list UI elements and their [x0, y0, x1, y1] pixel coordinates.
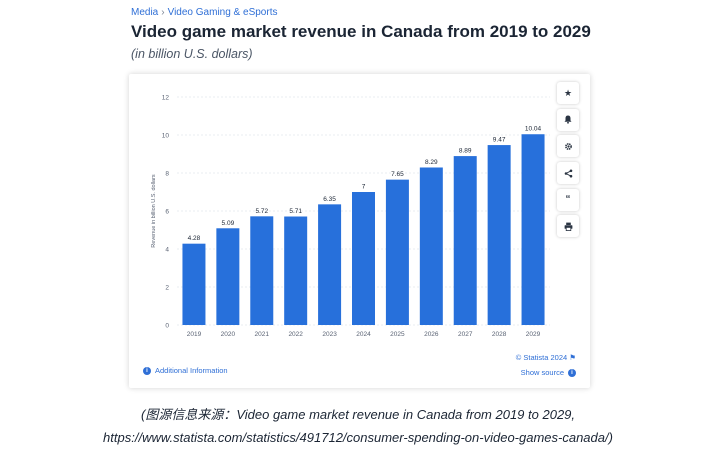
print-icon[interactable] — [557, 215, 579, 238]
quote-icon[interactable]: “ — [557, 188, 579, 211]
additional-information-label: Additional Information — [155, 366, 228, 375]
breadcrumb-parent-link[interactable]: Media — [131, 7, 159, 18]
image-caption-line-2: https://www.statista.com/statistics/4917… — [103, 430, 613, 445]
bar-value-label: 7 — [362, 184, 366, 191]
x-tick-label: 2026 — [424, 331, 439, 338]
bar — [352, 192, 375, 325]
y-tick-label: 0 — [165, 323, 169, 330]
bar-value-label: 5.71 — [289, 208, 302, 215]
bar — [487, 145, 511, 325]
bar — [182, 243, 206, 325]
y-tick-label: 8 — [165, 171, 169, 178]
bar — [521, 134, 545, 325]
x-tick-label: 2028 — [492, 331, 507, 338]
bar-value-label: 9.47 — [493, 137, 506, 144]
bar-value-label: 4.28 — [188, 235, 201, 242]
x-tick-label: 2024 — [356, 331, 371, 338]
bar-value-label: 10.04 — [525, 126, 542, 133]
bar-value-label: 8.89 — [459, 148, 472, 155]
breadcrumb-current-link[interactable]: Video Gaming & eSports — [167, 7, 278, 18]
bar-value-label: 8.29 — [425, 159, 438, 166]
bar — [385, 179, 409, 325]
gear-icon[interactable] — [557, 135, 579, 158]
page-subtitle: (in billion U.S. dollars) — [131, 47, 253, 61]
y-tick-label: 2 — [165, 285, 169, 292]
copyright-text: © Statista 2024 ⚑ — [515, 353, 576, 362]
bar — [453, 156, 477, 325]
bar — [284, 216, 308, 325]
x-tick-label: 2025 — [390, 331, 405, 338]
bar-value-label: 5.09 — [222, 220, 235, 227]
bar-chart: 0 2 4 6 8 10 12 Revenue in billion U.S. dollars… — [151, 95, 550, 338]
image-caption-line-1: (图源信息来源：Video game market revenue in Can… — [140, 407, 576, 422]
bar — [419, 167, 443, 325]
share-icon[interactable] — [557, 162, 579, 185]
x-tick-label: 2022 — [288, 331, 303, 338]
flag-icon: ⚑ — [569, 353, 576, 362]
x-tick-label: 2019 — [187, 331, 202, 338]
breadcrumb: Media › Video Gaming & eSports — [131, 7, 277, 18]
info-icon: i — [568, 368, 576, 377]
bar-value-label: 5.72 — [255, 208, 268, 215]
show-source-link[interactable]: Show source i — [521, 368, 576, 377]
x-tick-label: 2029 — [526, 331, 541, 338]
y-tick-label: 12 — [162, 95, 170, 102]
bar — [216, 228, 240, 325]
star-icon[interactable]: ★ — [557, 82, 579, 104]
chart-card: 0 2 4 6 8 10 12 Revenue in billion U.S. dollars… — [129, 74, 590, 388]
bar — [250, 216, 274, 325]
x-tick-label: 2021 — [255, 331, 270, 338]
info-icon: i — [143, 366, 151, 375]
bar-value-label: 6.35 — [323, 196, 336, 203]
x-tick-label: 2020 — [221, 331, 236, 338]
bar — [318, 204, 342, 325]
x-tick-label: 2023 — [322, 331, 337, 338]
chart-toolbar: ★ “ — [557, 82, 581, 242]
y-axis-label: Revenue in billion U.S. dollars — [151, 174, 157, 248]
breadcrumb-separator: › — [161, 7, 165, 18]
additional-information-link[interactable]: i Additional Information — [143, 366, 228, 375]
page-title: Video game market revenue in Canada from… — [131, 22, 591, 41]
y-tick-label: 10 — [162, 133, 170, 140]
bar-value-label: 7.65 — [391, 171, 404, 178]
show-source-label: Show source — [520, 368, 564, 377]
y-tick-label: 4 — [165, 247, 169, 254]
y-tick-label: 6 — [165, 209, 169, 216]
bell-icon[interactable] — [557, 108, 579, 131]
x-tick-label: 2027 — [458, 331, 473, 338]
